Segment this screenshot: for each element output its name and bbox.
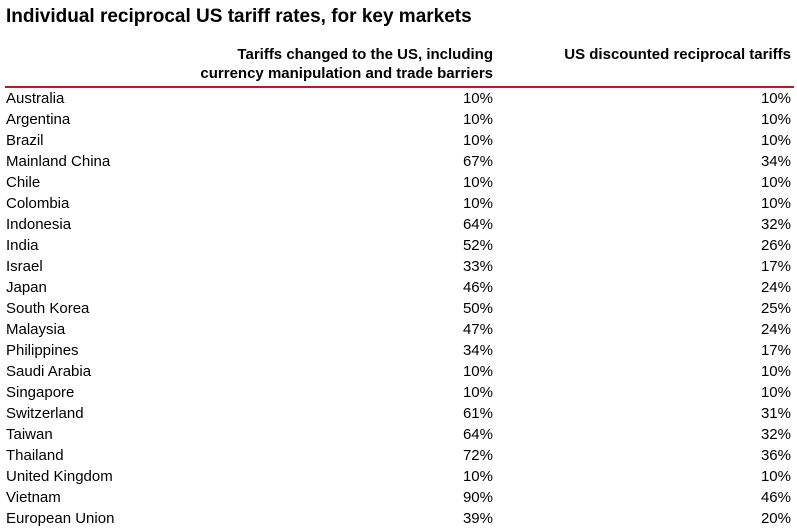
market-name-cell: Switzerland <box>6 405 84 422</box>
us-reciprocal-cell: 10% <box>760 363 791 380</box>
table-row: Mainland China 67% 34% <box>0 151 797 172</box>
table-row: Chile 10% 10% <box>0 172 797 193</box>
tariffs-to-us-cell: 90% <box>462 489 493 506</box>
market-name-cell: Thailand <box>6 447 64 464</box>
tariffs-to-us-cell: 64% <box>462 426 493 443</box>
table-row: Brazil 10% 10% <box>0 130 797 151</box>
column-header-line: currency manipulation and trade barriers <box>200 65 493 82</box>
us-reciprocal-cell: 31% <box>760 405 791 422</box>
us-reciprocal-cell: 24% <box>760 321 791 338</box>
table-row: Indonesia 64% 32% <box>0 214 797 235</box>
us-reciprocal-cell: 17% <box>760 342 791 359</box>
market-name-cell: Singapore <box>6 384 75 401</box>
tariffs-to-us-cell: 10% <box>462 90 493 107</box>
market-name-cell: South Korea <box>6 300 90 317</box>
tariffs-to-us-cell: 10% <box>462 468 493 485</box>
us-reciprocal-cell: 17% <box>760 258 791 275</box>
tariffs-to-us-cell: 52% <box>462 237 493 254</box>
market-name-cell: United Kingdom <box>6 468 113 485</box>
market-name-cell: Saudi Arabia <box>6 363 92 380</box>
us-reciprocal-cell: 10% <box>760 195 791 212</box>
market-name-cell: Taiwan <box>6 426 53 443</box>
tariffs-to-us-cell: 72% <box>462 447 493 464</box>
header-divider <box>5 86 794 88</box>
tariffs-to-us-cell: 39% <box>462 510 493 527</box>
market-name-cell: Japan <box>6 279 47 296</box>
tariffs-to-us-cell: 64% <box>462 216 493 233</box>
market-name-cell: Chile <box>6 174 41 191</box>
tariffs-to-us-cell: 61% <box>462 405 493 422</box>
table-row: India 52% 26% <box>0 235 797 256</box>
us-reciprocal-cell: 25% <box>760 300 791 317</box>
us-reciprocal-cell: 34% <box>760 153 791 170</box>
tariffs-to-us-cell: 33% <box>462 258 493 275</box>
us-reciprocal-cell: 32% <box>760 426 791 443</box>
tariffs-to-us-cell: 10% <box>462 132 493 149</box>
us-reciprocal-cell: 46% <box>760 489 791 506</box>
us-reciprocal-cell: 10% <box>760 90 791 107</box>
tariffs-to-us-cell: 50% <box>462 300 493 317</box>
us-reciprocal-cell: 10% <box>760 468 791 485</box>
us-reciprocal-cell: 10% <box>760 384 791 401</box>
us-reciprocal-cell: 10% <box>760 174 791 191</box>
market-name-cell: Israel <box>6 258 43 275</box>
tariffs-to-us-cell: 10% <box>462 363 493 380</box>
table-row: Saudi Arabia 10% 10% <box>0 361 797 382</box>
table-row: Philippines 34% 17% <box>0 340 797 361</box>
table-row: South Korea 50% 25% <box>0 298 797 319</box>
table-row: Argentina 10% 10% <box>0 109 797 130</box>
table-row: Singapore 10% 10% <box>0 382 797 403</box>
market-name-cell: Philippines <box>6 342 79 359</box>
tariffs-to-us-cell: 10% <box>462 111 493 128</box>
tariffs-to-us-cell: 67% <box>462 153 493 170</box>
table-row: United Kingdom 10% 10% <box>0 466 797 487</box>
tariffs-to-us-cell: 34% <box>462 342 493 359</box>
tariffs-to-us-cell: 10% <box>462 195 493 212</box>
table-row: Taiwan 64% 32% <box>0 424 797 445</box>
us-reciprocal-cell: 10% <box>760 111 791 128</box>
market-name-cell: European Union <box>6 510 115 527</box>
table-row: Colombia 10% 10% <box>0 193 797 214</box>
market-name-cell: India <box>6 237 39 254</box>
tariffs-to-us-cell: 47% <box>462 321 493 338</box>
table-row: Israel 33% 17% <box>0 256 797 277</box>
market-name-cell: Brazil <box>6 132 44 149</box>
column-header-us-reciprocal: US discounted reciprocal tariffs <box>520 45 791 64</box>
table-row: Vietnam 90% 46% <box>0 487 797 508</box>
table-row: Malaysia 47% 24% <box>0 319 797 340</box>
table-row: Thailand 72% 36% <box>0 445 797 466</box>
us-reciprocal-cell: 32% <box>760 216 791 233</box>
tariffs-to-us-cell: 10% <box>462 384 493 401</box>
market-name-cell: Malaysia <box>6 321 66 338</box>
market-name-cell: Vietnam <box>6 489 61 506</box>
column-header-line: Tariffs changed to the US, including <box>237 46 493 63</box>
market-name-cell: Colombia <box>6 195 70 212</box>
market-name-cell: Australia <box>6 90 65 107</box>
table-row: Australia 10% 10% <box>0 88 797 109</box>
table-body: Australia 10% 10% Argentina 10% 10% Brazil 10% 1… <box>0 88 797 529</box>
us-reciprocal-cell: 24% <box>760 279 791 296</box>
table-row: Switzerland 61% 31% <box>0 403 797 424</box>
us-reciprocal-cell: 26% <box>760 237 791 254</box>
tariffs-to-us-cell: 46% <box>462 279 493 296</box>
table-row: Japan 46% 24% <box>0 277 797 298</box>
tariffs-to-us-cell: 10% <box>462 174 493 191</box>
market-name-cell: Indonesia <box>6 216 72 233</box>
column-header-line: US discounted reciprocal tariffs <box>564 46 791 63</box>
table-row: European Union 39% 20% <box>0 508 797 529</box>
market-name-cell: Argentina <box>6 111 71 128</box>
us-reciprocal-cell: 10% <box>760 132 791 149</box>
us-reciprocal-cell: 20% <box>760 510 791 527</box>
us-reciprocal-cell: 36% <box>760 447 791 464</box>
market-name-cell: Mainland China <box>6 153 111 170</box>
column-header-tariffs-to-us: Tariffs changed to the US, including cur… <box>150 45 493 83</box>
table-title: Individual reciprocal US tariff rates, f… <box>6 6 472 27</box>
